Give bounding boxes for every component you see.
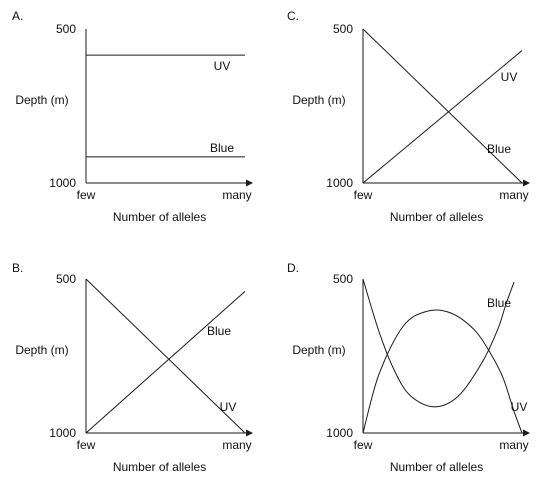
series-line-blue xyxy=(362,28,523,184)
y-tick-label: 500 xyxy=(56,22,76,36)
panel-label: D. xyxy=(287,261,299,275)
series-label-blue: Blue xyxy=(487,142,511,156)
series-label-uv: UV xyxy=(214,59,231,73)
x-tick-label: few xyxy=(77,438,96,452)
panel-label: B. xyxy=(12,261,23,275)
series-line-uv xyxy=(362,278,515,408)
x-tick-label: many xyxy=(499,188,528,202)
series-line-uv xyxy=(362,50,523,184)
x-tick-label: few xyxy=(354,438,373,452)
y-axis-title: Depth (m) xyxy=(15,343,68,357)
y-tick-label: 1000 xyxy=(326,426,353,440)
x-tick-label: many xyxy=(499,438,528,452)
series-line-blue xyxy=(85,290,246,434)
y-tick-label: 500 xyxy=(333,272,353,286)
x-axis-arrow xyxy=(246,429,253,437)
x-axis-arrow xyxy=(523,179,530,187)
series-line-uv xyxy=(85,278,246,434)
y-axis-title: Depth (m) xyxy=(15,93,68,107)
x-tick-label: few xyxy=(354,188,373,202)
x-axis-title: Number of alleles xyxy=(390,210,483,224)
y-axis-title: Depth (m) xyxy=(292,343,345,357)
x-axis-title: Number of alleles xyxy=(113,210,206,224)
x-axis-title: Number of alleles xyxy=(113,460,206,474)
y-tick-label: 1000 xyxy=(49,426,76,440)
x-axis-arrow xyxy=(523,429,530,437)
series-label-uv: UV xyxy=(501,70,518,84)
y-tick-label: 1000 xyxy=(326,176,353,190)
y-tick-label: 500 xyxy=(56,272,76,286)
series-label-blue: Blue xyxy=(207,324,231,338)
x-axis-title: Number of alleles xyxy=(390,460,483,474)
x-axis-arrow xyxy=(246,179,253,187)
y-tick-label: 500 xyxy=(333,22,353,36)
series-label-uv: UV xyxy=(511,400,528,414)
series-label-blue: Blue xyxy=(210,141,234,155)
series-line-blue xyxy=(362,309,523,434)
y-axis-title: Depth (m) xyxy=(292,93,345,107)
x-tick-label: many xyxy=(222,438,251,452)
panel-label: C. xyxy=(287,9,299,23)
y-tick-label: 1000 xyxy=(49,176,76,190)
x-tick-label: many xyxy=(222,188,251,202)
series-label-uv: UV xyxy=(220,400,237,414)
x-tick-label: few xyxy=(77,188,96,202)
panel-label: A. xyxy=(12,9,23,23)
